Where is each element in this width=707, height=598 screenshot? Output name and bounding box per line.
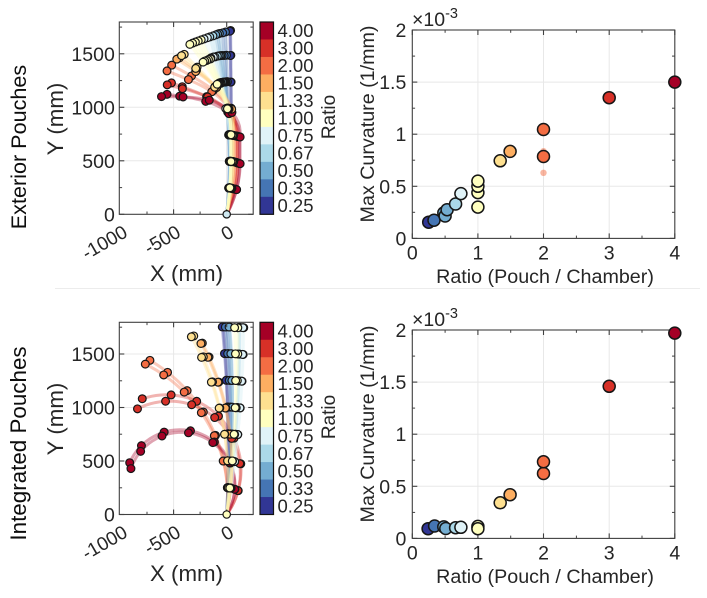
- svg-text:1500: 1500: [71, 44, 115, 66]
- svg-text:0.33: 0.33: [278, 478, 314, 499]
- svg-text:0.50: 0.50: [278, 160, 314, 181]
- svg-text:1.5: 1.5: [379, 372, 406, 394]
- svg-text:X (mm): X (mm): [150, 261, 223, 286]
- svg-text:1.33: 1.33: [278, 90, 314, 111]
- svg-text:Ratio (Pouch / Chamber): Ratio (Pouch / Chamber): [436, 566, 654, 588]
- svg-text:0: 0: [407, 542, 418, 564]
- svg-text:1.33: 1.33: [278, 390, 314, 411]
- svg-text:1.50: 1.50: [278, 73, 314, 94]
- svg-text:0.67: 0.67: [278, 143, 314, 164]
- svg-text:2: 2: [538, 542, 549, 564]
- svg-text:3: 3: [604, 242, 615, 264]
- svg-text:3.00: 3.00: [278, 38, 314, 59]
- svg-text:1.00: 1.00: [278, 108, 314, 129]
- svg-text:0: 0: [407, 242, 418, 264]
- svg-text:Max Curvature (1/mm): Max Curvature (1/mm): [357, 26, 379, 223]
- svg-text:1000: 1000: [71, 97, 115, 119]
- svg-text:Integrated Pouches: Integrated Pouches: [6, 346, 31, 540]
- svg-text:0.50: 0.50: [278, 460, 314, 481]
- svg-text:2: 2: [538, 242, 549, 264]
- svg-text:4.00: 4.00: [278, 321, 314, 342]
- svg-text:1: 1: [472, 542, 483, 564]
- svg-text:0.33: 0.33: [278, 178, 314, 199]
- svg-text:0: 0: [395, 228, 406, 250]
- svg-text:Ratio: Ratio: [319, 95, 340, 139]
- svg-text:×10-3: ×10-3: [412, 6, 458, 31]
- svg-text:2.00: 2.00: [278, 55, 314, 76]
- svg-text:0.75: 0.75: [278, 425, 314, 446]
- svg-text:Exterior Pouches: Exterior Pouches: [6, 65, 31, 230]
- svg-text:1500: 1500: [71, 344, 115, 366]
- svg-text:4.00: 4.00: [278, 20, 314, 41]
- svg-text:X (mm): X (mm): [150, 561, 223, 586]
- svg-text:1: 1: [472, 242, 483, 264]
- svg-text:1000: 1000: [71, 398, 115, 420]
- svg-text:Y (mm): Y (mm): [43, 383, 68, 456]
- svg-text:0.75: 0.75: [278, 125, 314, 146]
- svg-text:4: 4: [669, 542, 680, 564]
- svg-text:2: 2: [395, 320, 406, 342]
- svg-text:0.67: 0.67: [278, 443, 314, 464]
- svg-text:1: 1: [395, 124, 406, 146]
- svg-text:3: 3: [604, 542, 615, 564]
- svg-text:500: 500: [82, 151, 115, 173]
- svg-text:Ratio (Pouch / Chamber): Ratio (Pouch / Chamber): [436, 266, 654, 288]
- svg-text:Max Curvature (1/mm): Max Curvature (1/mm): [357, 326, 379, 523]
- svg-text:4: 4: [669, 242, 680, 264]
- svg-text:0.25: 0.25: [278, 495, 314, 516]
- svg-text:1.50: 1.50: [278, 373, 314, 394]
- svg-text:0.5: 0.5: [379, 476, 406, 498]
- svg-text:0: 0: [104, 505, 115, 527]
- svg-text:0: 0: [104, 204, 115, 226]
- svg-text:3.00: 3.00: [278, 338, 314, 359]
- svg-text:500: 500: [82, 451, 115, 473]
- svg-text:0: 0: [395, 528, 406, 550]
- svg-text:2: 2: [395, 20, 406, 42]
- svg-text:0.25: 0.25: [278, 195, 314, 216]
- svg-text:2.00: 2.00: [278, 356, 314, 377]
- svg-text:1.5: 1.5: [379, 72, 406, 94]
- svg-text:1.00: 1.00: [278, 408, 314, 429]
- svg-text:0.5: 0.5: [379, 176, 406, 198]
- svg-text:Ratio: Ratio: [319, 395, 340, 439]
- svg-text:Y (mm): Y (mm): [43, 83, 68, 156]
- svg-text:1: 1: [395, 424, 406, 446]
